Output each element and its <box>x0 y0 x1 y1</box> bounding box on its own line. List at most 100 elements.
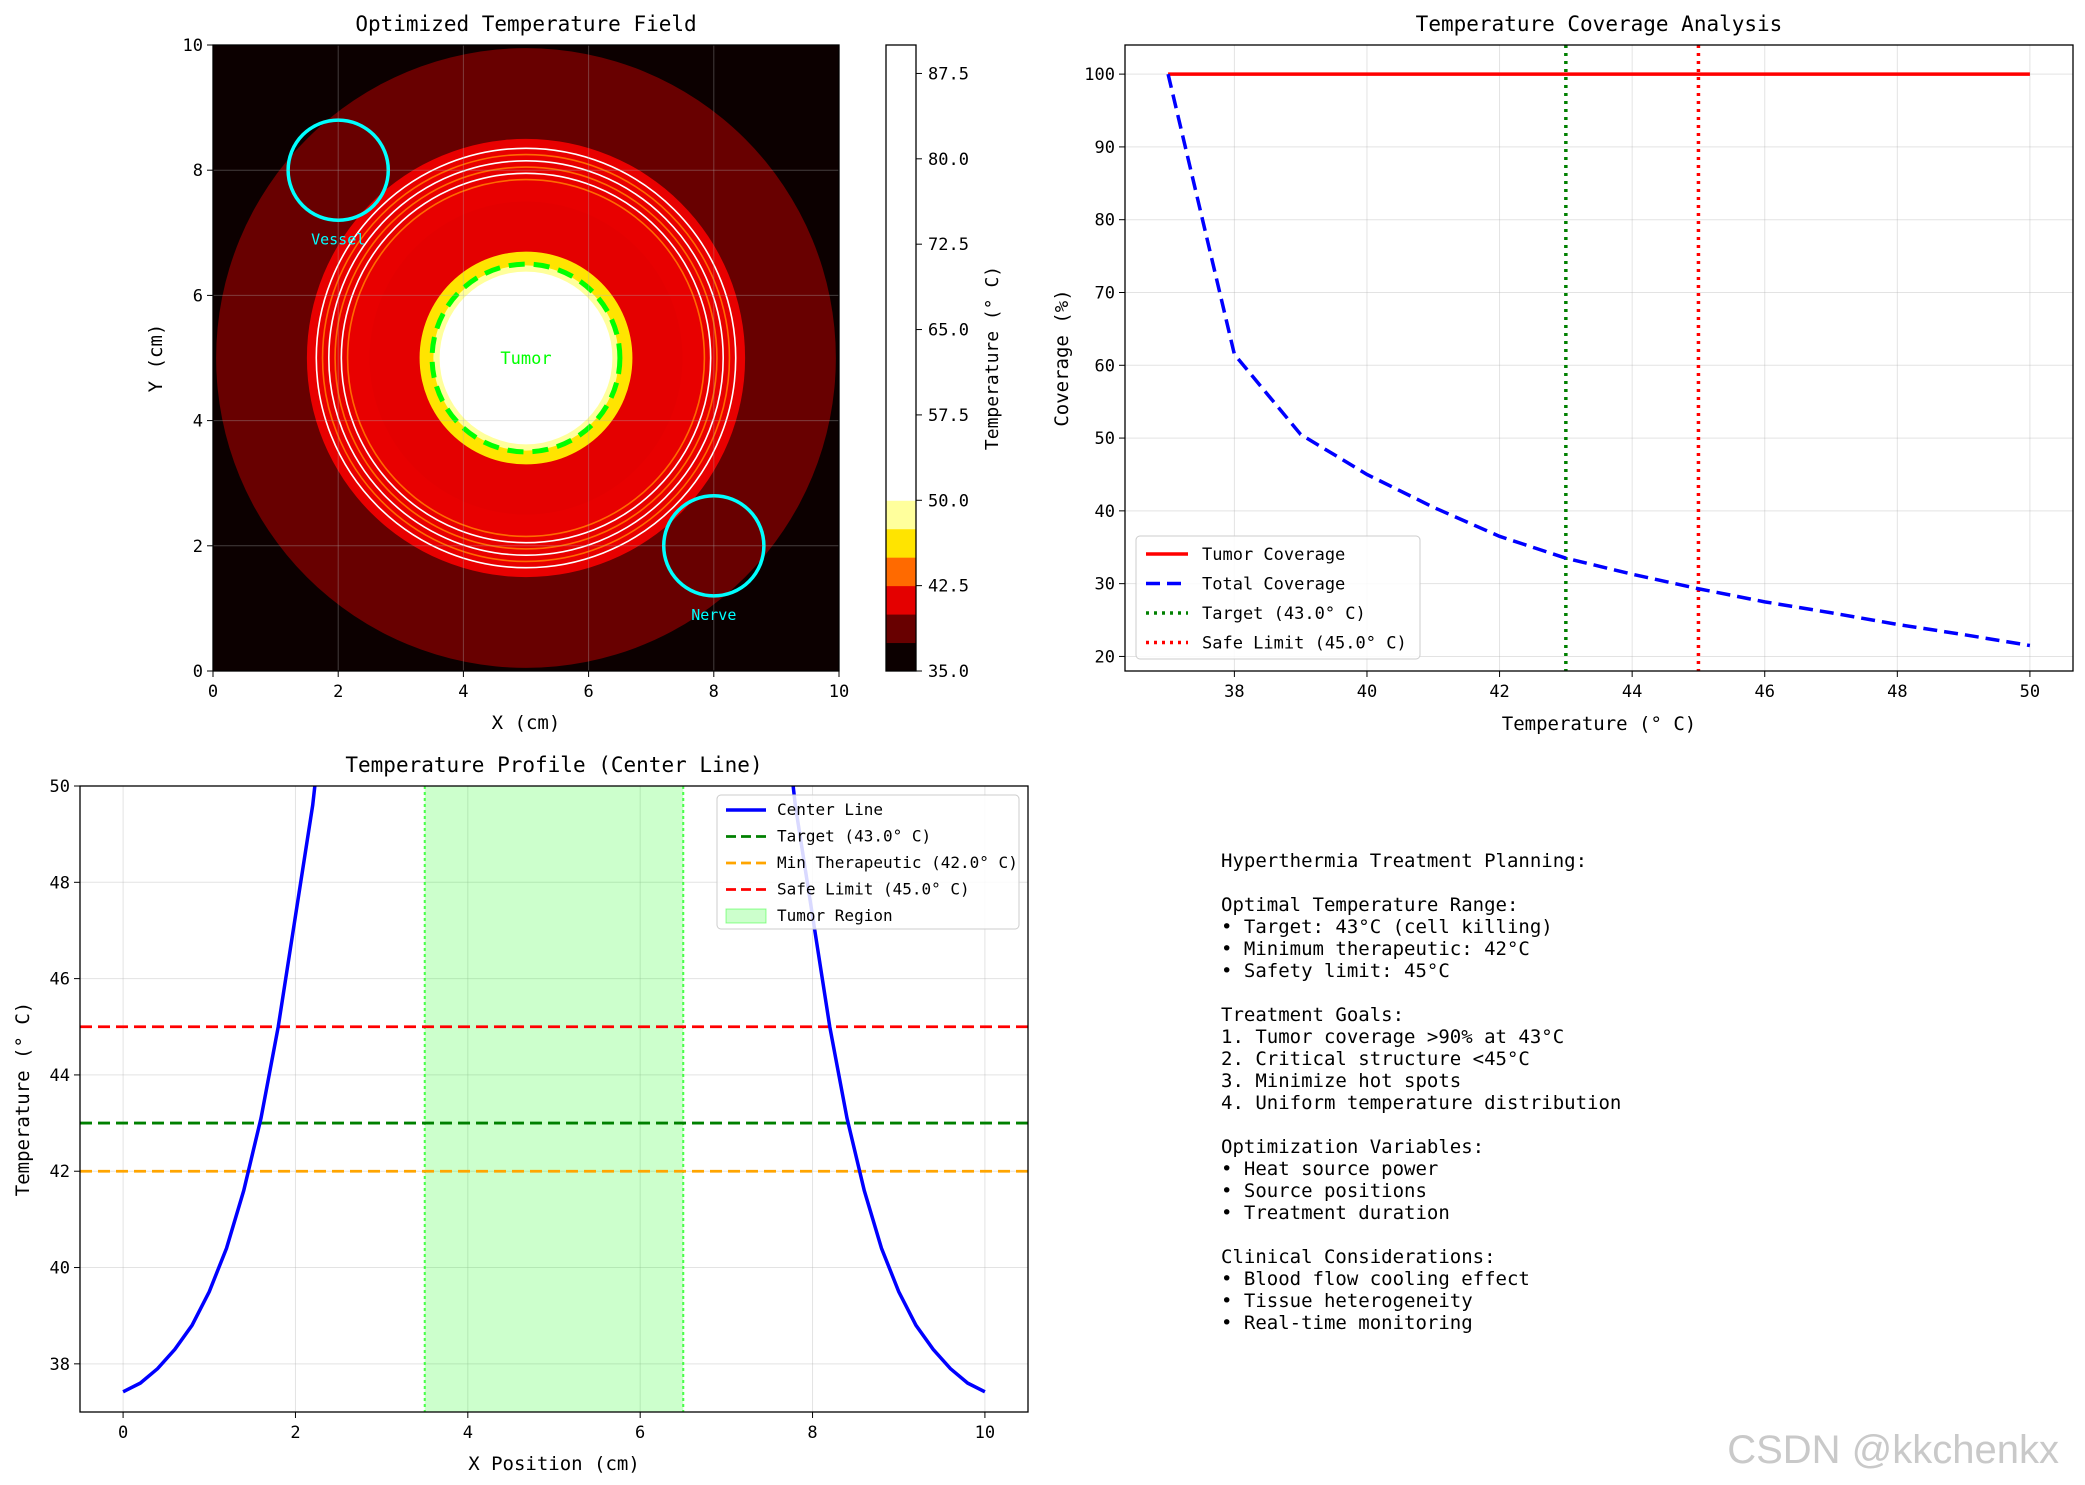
y-tick-label: 46 <box>50 970 70 990</box>
y-tick-label: 100 <box>1084 65 1115 85</box>
info-line: • Real-time monitoring <box>1221 1312 1473 1334</box>
x-tick-label: 0 <box>118 1423 128 1443</box>
x-tick-label: 48 <box>1887 682 1907 702</box>
y-tick-label: 20 <box>1095 647 1115 667</box>
profile-title: Temperature Profile (Center Line) <box>345 753 762 777</box>
y-tick-label: 4 <box>193 412 203 432</box>
x-tick-label: 10 <box>829 682 849 702</box>
series-line <box>1166 73 2031 648</box>
profile-x-label: X Position (cm) <box>468 1453 640 1475</box>
x-tick-label: 44 <box>1622 682 1642 702</box>
legend-swatch <box>725 908 767 924</box>
colorbar-segment <box>886 585 916 615</box>
info-line: Clinical Considerations: <box>1221 1246 1496 1268</box>
colorbar-frame <box>885 44 917 672</box>
colorbar-segment <box>886 500 916 530</box>
coverage-y-label: Coverage (%) <box>1051 289 1073 426</box>
x-tick-label: 50 <box>2020 682 2040 702</box>
legend-label: Tumor Coverage <box>1202 545 1345 565</box>
isotherm-contour <box>321 153 731 563</box>
info-line <box>1221 1114 1621 1136</box>
x-tick-label: 6 <box>635 1423 645 1443</box>
colorbar-tick-label: 50.0 <box>928 491 969 511</box>
x-tick-label: 40 <box>1357 682 1377 702</box>
info-line: • Source positions <box>1221 1180 1427 1202</box>
coverage-x-label: Temperature (° C) <box>1502 713 1696 735</box>
colorbar-segment <box>886 557 916 587</box>
x-tick-label: 8 <box>709 682 719 702</box>
temperature-field-panel: Optimized Temperature Field Tumor Vessel N… <box>145 12 1003 734</box>
legend-label: Safe Limit (45.0° C) <box>777 880 970 899</box>
x-tick-label: 4 <box>463 1423 473 1443</box>
isotherm-contour <box>340 172 712 544</box>
y-tick-label: 70 <box>1095 283 1115 303</box>
x-tick-label: 10 <box>975 1423 995 1443</box>
center-line-curve <box>122 786 317 1394</box>
x-tick-label: 46 <box>1754 682 1774 702</box>
y-tick-label: 90 <box>1095 138 1115 158</box>
y-tick-label: 10 <box>183 36 203 56</box>
y-tick-label: 48 <box>50 873 70 893</box>
colorbar-tick-label: 80.0 <box>928 150 969 170</box>
legend-label: Tumor Region <box>777 906 893 925</box>
legend-label: Total Coverage <box>1202 575 1345 595</box>
legend-label: Target (43.0° C) <box>777 827 931 846</box>
legend-box <box>716 794 1020 930</box>
field-title: Optimized Temperature Field <box>355 12 696 36</box>
tumor-label: Tumor <box>500 349 551 369</box>
legend-label: Safe Limit (45.0° C) <box>1202 634 1407 654</box>
y-tick-label: 42 <box>50 1162 70 1182</box>
info-line: 3. Minimize hot spots <box>1221 1070 1462 1092</box>
colorbar-segment <box>886 45 916 501</box>
watermark: CSDN @kkchenkx <box>1727 1428 2059 1472</box>
info-line <box>1221 982 1621 1004</box>
info-line: • Safety limit: 45°C <box>1221 960 1450 982</box>
isotherm-contour <box>315 147 737 569</box>
x-tick-label: 0 <box>208 682 218 702</box>
info-line: 1. Tumor coverage >90% at 43°C <box>1221 1026 1565 1048</box>
info-line: • Tissue heterogeneity <box>1221 1290 1473 1312</box>
legend-label: Target (43.0° C) <box>1202 604 1366 624</box>
info-line: • Minimum therapeutic: 42°C <box>1221 938 1530 960</box>
info-line: • Heat source power <box>1221 1158 1439 1180</box>
x-tick-label: 4 <box>458 682 468 702</box>
x-tick-label: 6 <box>583 682 593 702</box>
x-tick-label: 42 <box>1489 682 1509 702</box>
y-tick-label: 40 <box>1095 502 1115 522</box>
colorbar-label: Temperature (° C) <box>982 266 1003 450</box>
y-tick-label: 0 <box>193 662 203 682</box>
info-line: 2. Critical structure <45°C <box>1221 1048 1530 1070</box>
y-tick-label: 44 <box>50 1066 70 1086</box>
x-tick-label: 2 <box>333 682 343 702</box>
info-line: • Blood flow cooling effect <box>1221 1268 1530 1290</box>
colorbar-tick-label: 57.5 <box>928 406 969 426</box>
info-line: Treatment Goals: <box>1221 1004 1405 1026</box>
coverage-axes-frame <box>1124 44 2074 672</box>
coverage-panel: Temperature Coverage Analysis 38 40 42 44 46… <box>1051 12 2074 735</box>
isotherm-contour <box>334 166 718 550</box>
legend-label: Center Line <box>777 800 883 819</box>
field-x-label: X (cm) <box>492 712 561 734</box>
coverage-title: Temperature Coverage Analysis <box>1416 12 1783 36</box>
legend-label: Min Therapeutic (42.0° C) <box>777 853 1018 872</box>
x-tick-label: 2 <box>290 1423 300 1443</box>
field-y-label: Y (cm) <box>145 324 167 393</box>
structure-label: Nerve <box>691 606 736 624</box>
info-line <box>1221 1224 1621 1246</box>
info-panel: Hyperthermia Treatment Planning: Optimal… <box>1221 850 1621 1334</box>
colorbar-tick-label: 87.5 <box>928 64 969 84</box>
critical-structure-circle <box>661 493 766 598</box>
y-tick-label: 60 <box>1095 356 1115 376</box>
info-line: 4. Uniform temperature distribution <box>1221 1092 1622 1114</box>
y-tick-label: 50 <box>50 777 70 797</box>
colorbar-tick-label: 35.0 <box>928 662 969 682</box>
x-tick-label: 38 <box>1224 682 1244 702</box>
y-tick-label: 40 <box>50 1259 70 1279</box>
info-line: • Target: 43°C (cell killing) <box>1221 916 1553 938</box>
tumor-region-span <box>424 786 684 1412</box>
colorbar-tick-label: 65.0 <box>928 321 969 341</box>
y-tick-label: 30 <box>1095 575 1115 595</box>
legend-box <box>1135 535 1421 660</box>
y-tick-label: 38 <box>50 1355 70 1375</box>
